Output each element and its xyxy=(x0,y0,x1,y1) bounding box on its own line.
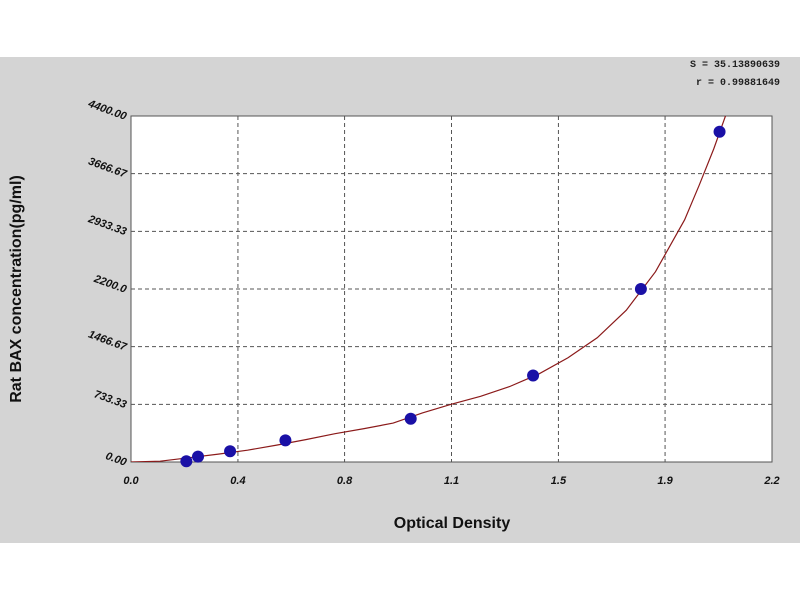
y-tick-label: 3666.67 xyxy=(87,156,129,181)
gridlines xyxy=(131,116,772,462)
data-point xyxy=(224,445,237,458)
y-tick-label: 1466.67 xyxy=(87,329,129,354)
y-axis-label: Rat BAX concentration(pg/ml) xyxy=(8,175,25,403)
x-tick-label: 0.0 xyxy=(123,475,139,487)
data-point xyxy=(180,455,193,468)
data-point xyxy=(279,434,292,447)
x-tick-label: 0.8 xyxy=(337,475,353,487)
y-tick-label: 0.00 xyxy=(104,450,129,469)
chart-panel: S = 35.13890639 r = 0.99881649 0.0 0.4 0.8… xyxy=(0,57,800,543)
fit-curve xyxy=(131,116,727,462)
data-point xyxy=(713,125,726,138)
y-axis-ticks: 0.00 733.33 1466.67 2200.0 2933.33 3666.67 440… xyxy=(86,98,129,470)
x-axis-label: Optical Density xyxy=(394,515,511,532)
x-tick-label: 2.2 xyxy=(763,475,779,487)
fit-statistics: S = 35.13890639 r = 0.99881649 xyxy=(560,57,780,93)
data-point xyxy=(634,283,647,295)
data-point xyxy=(527,369,540,382)
data-point xyxy=(404,412,417,425)
y-tick-label: 4400.00 xyxy=(86,98,129,124)
y-tick-label: 2200.0 xyxy=(91,273,128,296)
chart-svg: 0.0 0.4 0.8 1.1 1.5 1.9 2.2 0.00 733.33 1466.67 2… xyxy=(8,98,780,532)
stat-r: r = 0.99881649 xyxy=(695,78,780,89)
y-tick-label: 2933.33 xyxy=(86,213,128,238)
x-tick-label: 1.9 xyxy=(657,475,673,487)
y-tick-label: 733.33 xyxy=(92,388,128,411)
x-tick-label: 1.1 xyxy=(444,475,459,487)
data-points xyxy=(180,125,726,468)
x-tick-label: 0.4 xyxy=(230,475,245,487)
stat-s: S = 35.13890639 xyxy=(689,60,780,71)
x-axis-ticks: 0.0 0.4 0.8 1.1 1.5 1.9 2.2 xyxy=(123,475,779,487)
data-point xyxy=(192,450,205,463)
x-tick-label: 1.5 xyxy=(551,475,567,487)
